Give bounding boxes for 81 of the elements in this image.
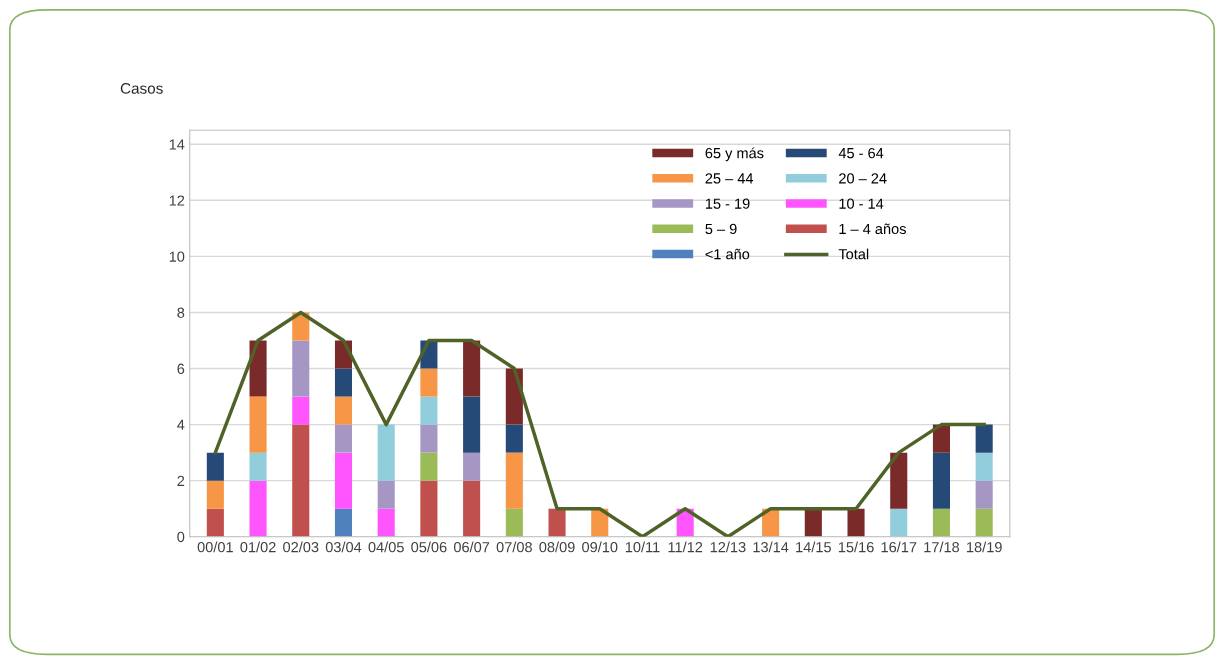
bar: [975, 480, 993, 509]
bar: [463, 480, 481, 537]
legend-label: 10 - 14: [839, 198, 884, 209]
legend-label: 45 - 64: [838, 147, 884, 159]
x-tick-label: 04/05: [368, 541, 404, 553]
x-tick-label: 07/08: [496, 541, 532, 553]
x-tick-label: 10/11: [625, 541, 660, 553]
x-tick-label: 17/18: [924, 541, 960, 553]
bar: [932, 508, 950, 537]
x-tick-label: 12/13: [710, 541, 746, 553]
line-series: [213, 310, 986, 537]
bar: [505, 508, 523, 537]
bar: [975, 508, 993, 537]
legend-label: 20 – 24: [839, 173, 887, 184]
x-tick-label: 03/04: [325, 541, 362, 553]
x-tick-label: 15/16: [838, 541, 874, 553]
x-tick-label: 16/17: [881, 541, 917, 553]
bar: [932, 452, 950, 509]
bar: [334, 424, 353, 453]
bar: [206, 452, 224, 481]
legend-label: 15 - 19: [705, 198, 750, 209]
bar: [249, 480, 267, 537]
x-tick-label: 00/01: [197, 541, 233, 553]
bar: [206, 480, 224, 509]
bar: [420, 480, 438, 537]
bar: [249, 452, 267, 481]
y-tick-label: 2: [177, 475, 185, 486]
y-tick-label: 12: [169, 195, 185, 206]
bar: [377, 508, 395, 537]
bar: [292, 340, 310, 397]
bar: [463, 396, 481, 453]
bar: [292, 396, 310, 425]
y-tick-label: 10: [169, 251, 185, 262]
x-tick-label: 02/03: [283, 541, 319, 553]
bar: [334, 368, 353, 397]
bar: [548, 508, 566, 537]
bar: [249, 340, 267, 397]
bar: [334, 396, 353, 425]
legend-label: Total: [838, 248, 869, 260]
x-tick-label: 13/14: [753, 541, 789, 553]
x-tick-label: 09/10: [582, 541, 618, 553]
y-tick-label: 8: [177, 307, 185, 318]
bar: [505, 424, 523, 453]
bar: [932, 424, 950, 453]
legend-label: 65 y más: [705, 147, 764, 162]
bar: [463, 340, 481, 397]
bar: [975, 452, 993, 481]
bar: [334, 508, 353, 537]
y-tick-label: 4: [177, 419, 185, 430]
legend-label: <1 año: [705, 248, 750, 260]
legend-label: 5 – 9: [705, 223, 737, 235]
x-tick-label: 01/02: [240, 541, 276, 553]
y-tick-label: 0: [177, 531, 185, 543]
bar: [420, 368, 438, 397]
bar: [890, 452, 908, 509]
legend-label: 25 – 44: [705, 173, 754, 184]
bar: [847, 508, 865, 537]
bar: [975, 424, 993, 453]
bar: [420, 452, 438, 481]
bar: [249, 396, 267, 453]
y-tick-label: 14: [169, 139, 185, 150]
bar: [292, 424, 310, 537]
bar: [890, 508, 908, 537]
y-axis-title: Casos: [120, 82, 163, 94]
x-tick-label: 11/12: [668, 541, 703, 553]
legend-label: 1 – 4 años: [839, 223, 906, 235]
x-tick-label: 08/09: [539, 541, 575, 553]
bar: [206, 508, 224, 537]
bar: [505, 452, 523, 509]
x-tick-label: 05/06: [411, 541, 447, 553]
bar: [334, 452, 353, 509]
bar: [463, 452, 481, 481]
bar: [420, 396, 438, 425]
x-tick-label: 06/07: [453, 541, 490, 553]
bar: [420, 424, 438, 453]
y-tick-label: 6: [177, 363, 185, 374]
x-tick-label: 14/15: [796, 541, 831, 553]
bar: [377, 480, 395, 509]
x-tick-label: 18/19: [967, 541, 1002, 553]
bar: [377, 424, 395, 481]
bar: [804, 508, 822, 537]
